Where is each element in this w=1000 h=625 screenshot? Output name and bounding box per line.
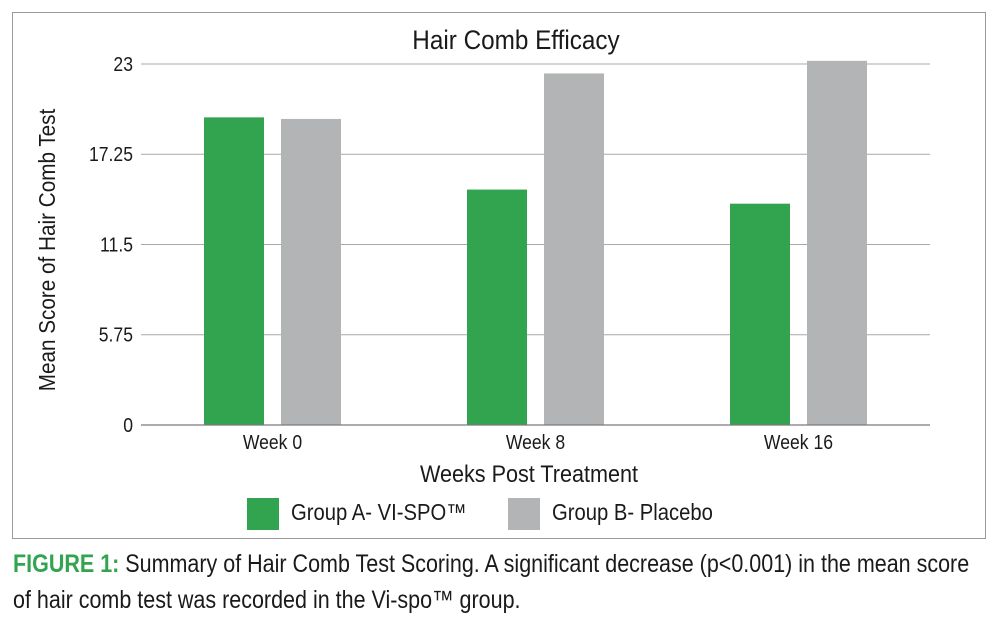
bar	[544, 73, 604, 425]
figure-label: FIGURE 1:	[13, 550, 120, 578]
y-tick-label: 0	[123, 414, 133, 436]
y-tick-label: 17.25	[89, 143, 133, 165]
bars	[204, 60, 867, 425]
legend-swatch-group-b	[508, 498, 540, 530]
legend-label-group-b: Group B- Placebo	[552, 499, 713, 525]
bar	[730, 203, 790, 425]
x-tick-label: Week 8	[506, 431, 565, 453]
x-tick-label: Week 0	[243, 431, 302, 453]
bar	[467, 189, 527, 425]
y-axis-label: Mean Score of Hair Comb Test	[34, 109, 60, 392]
figure-caption: FIGURE 1: Summary of Hair Comb Test Scor…	[13, 546, 985, 618]
legend-label-group-a: Group A- VI-SPO™	[291, 499, 467, 525]
y-tick-label: 23	[113, 53, 133, 75]
bar	[204, 117, 264, 425]
x-axis-label: Weeks Post Treatment	[420, 460, 639, 487]
bar-chart: 0 5.75 11.5 17.25 23 Week 0 Week 8 Week 16 Hair…	[34, 26, 930, 487]
axes: 0 5.75 11.5 17.25 23 Week 0 Week 8 Week 16	[89, 53, 930, 453]
bar	[807, 60, 867, 425]
chart-title: Hair Comb Efficacy	[412, 26, 620, 55]
caption-text: Summary of Hair Comb Test Scoring. A sig…	[13, 550, 970, 614]
y-tick-label: 5.75	[99, 324, 133, 346]
x-tick-label: Week 16	[764, 431, 833, 453]
chart-frame: 0 5.75 11.5 17.25 23 Week 0 Week 8 Week 16 Hair…	[12, 12, 986, 539]
y-tick-label: 11.5	[100, 233, 133, 255]
bar	[281, 118, 341, 425]
legend-swatch-group-a	[247, 498, 279, 530]
